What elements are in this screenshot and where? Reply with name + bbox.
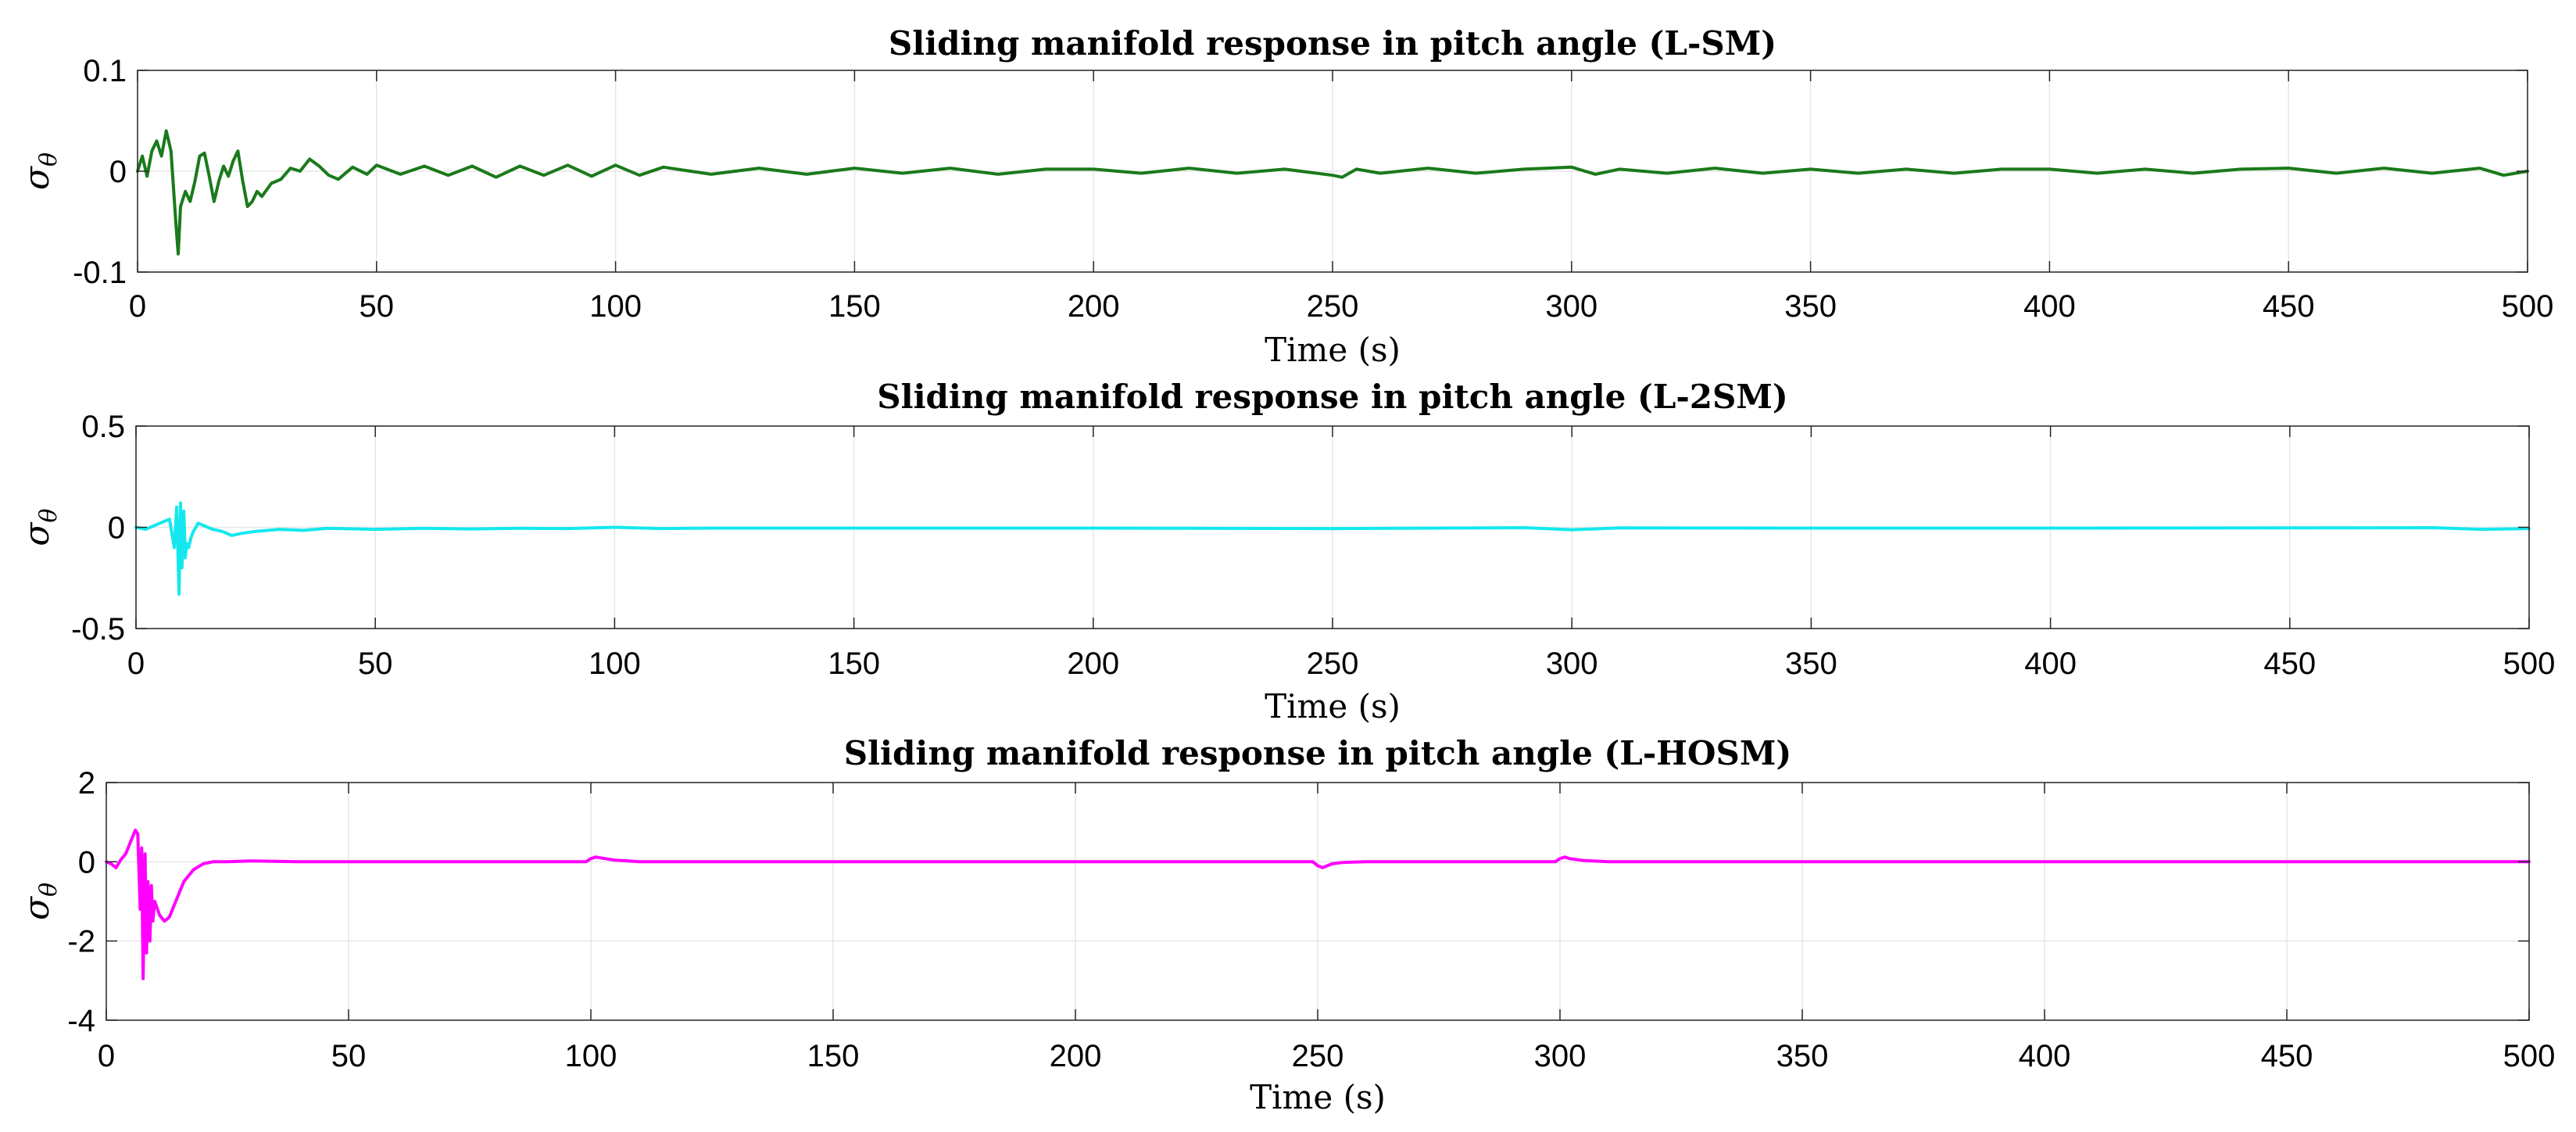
y-axis-label: σθ <box>17 508 63 546</box>
x-tick-label: 100 <box>589 289 642 324</box>
x-axis-label: Time (s) <box>1265 331 1401 369</box>
y-axis-label: σθ <box>17 883 63 920</box>
y-axis-symbol: σ <box>17 521 57 546</box>
x-axis-label: Time (s) <box>1265 687 1401 725</box>
x-tick-label: 300 <box>1545 289 1597 324</box>
x-axis-label: Time (s) <box>1250 1078 1386 1116</box>
y-tick-label: -0.5 <box>71 612 125 647</box>
x-tick-label: 250 <box>1307 647 1359 681</box>
x-tick-label: 0 <box>127 647 145 681</box>
x-tick-label: 200 <box>1050 1039 1102 1073</box>
x-tick-label: 200 <box>1068 289 1120 324</box>
panel-l-hosm: 0 50 100 150 200 250 300 350 400 450 500 -4 -2 0 2 Slid… <box>17 734 2555 1116</box>
chart-title: Sliding manifold response in pitch angle… <box>889 24 1776 63</box>
x-tick-label: 500 <box>2503 647 2556 681</box>
x-tick-label: 0 <box>129 289 146 324</box>
x-tick-label: 150 <box>807 1039 860 1073</box>
y-axis-label: σθ <box>17 152 63 190</box>
y-tick-label: 0.5 <box>81 410 125 444</box>
y-axis-symbol: σ <box>17 165 57 190</box>
series-line-l-hosm <box>105 828 2531 980</box>
x-tick-label: 250 <box>1292 1039 1344 1073</box>
x-tick-label: 350 <box>1785 647 1837 681</box>
x-tick-label: 50 <box>360 289 395 324</box>
chart-title: Sliding manifold response in pitch angle… <box>844 734 1791 772</box>
x-tick-label: 350 <box>1776 1039 1829 1073</box>
y-tick-label: -4 <box>67 1004 95 1038</box>
y-axis-subscript: θ <box>35 883 63 897</box>
y-axis-subscript: θ <box>35 508 63 522</box>
x-tick-label: 400 <box>2024 647 2077 681</box>
y-tick-label: 0 <box>109 155 127 189</box>
y-tick-label: -0.1 <box>73 256 127 290</box>
panel-l-sm: 0 50 100 150 200 250 300 350 400 450 500-0.100.1Sl… <box>17 24 2553 369</box>
x-tick-label: 100 <box>589 647 641 681</box>
y-tick-label: 0 <box>108 511 125 546</box>
x-tick-label: 300 <box>1534 1039 1587 1073</box>
x-tick-label: 500 <box>2502 289 2554 324</box>
series-line-l-sm <box>136 129 2529 256</box>
y-tick-label: 0 <box>78 845 95 879</box>
y-tick-label: -2 <box>67 925 95 959</box>
series-line-l-2sm <box>134 501 2531 596</box>
y-axis-subscript: θ <box>35 152 63 167</box>
x-tick-label: 0 <box>98 1039 115 1073</box>
x-tick-label: 50 <box>358 647 393 681</box>
x-tick-label: 450 <box>2263 647 2316 681</box>
x-tick-label: 450 <box>2261 1039 2313 1073</box>
x-tick-label: 400 <box>2023 289 2076 324</box>
x-tick-label: 150 <box>828 647 880 681</box>
x-tick-label: 350 <box>1784 289 1837 324</box>
panel-l-2sm: 0 50 100 150 200 250 300 350 400 450 500-0.500.5Sl… <box>17 378 2555 725</box>
x-tick-label: 200 <box>1067 647 1119 681</box>
y-axis-symbol: σ <box>17 895 57 920</box>
x-tick-label: 300 <box>1546 647 1598 681</box>
x-tick-label: 500 <box>2503 1039 2556 1073</box>
x-tick-label: 150 <box>828 289 881 324</box>
y-tick-label: 0.1 <box>83 54 127 88</box>
x-tick-label: 100 <box>565 1039 617 1073</box>
x-tick-label: 250 <box>1307 289 1359 324</box>
y-tick-label: 2 <box>78 766 95 801</box>
x-tick-label: 400 <box>2019 1039 2071 1073</box>
x-tick-label: 450 <box>2263 289 2315 324</box>
chart-title: Sliding manifold response in pitch angle… <box>877 378 1787 416</box>
x-tick-label: 50 <box>331 1039 367 1073</box>
